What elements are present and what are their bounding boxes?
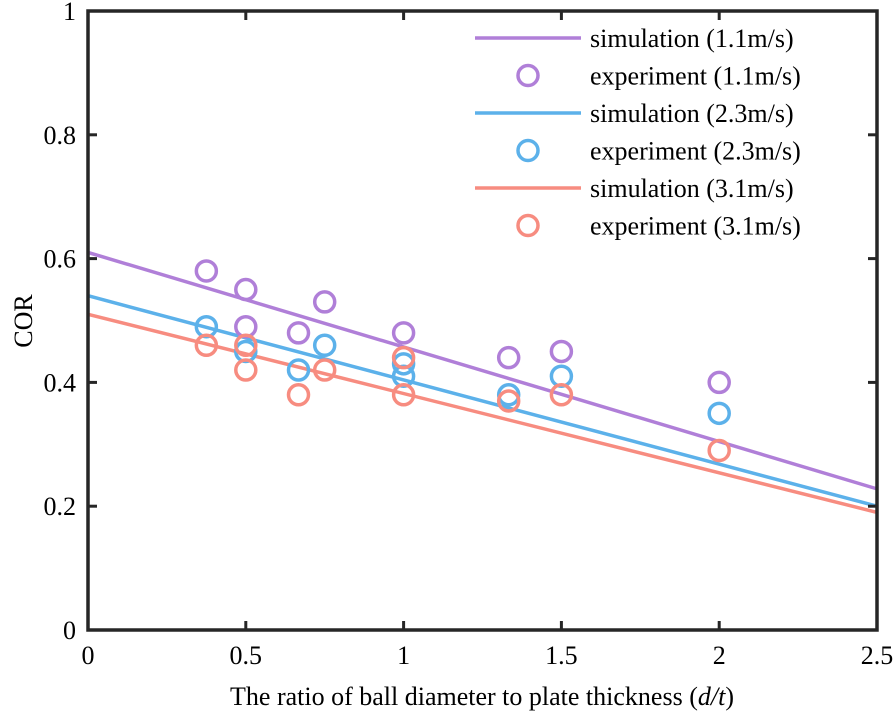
data-point xyxy=(391,383,416,407)
legend-entry-label: simulation (1.1m/s) xyxy=(590,24,794,53)
legend: simulation (1.1m/s) experiment (1.1m/s) si… xyxy=(475,24,801,241)
plot-area xyxy=(87,250,878,515)
y-axis-label: COR xyxy=(9,294,38,348)
y-tick-label: 0.2 xyxy=(44,492,77,521)
x-axis-label-main: The ratio of ball diameter to plate thic… xyxy=(230,682,698,711)
data-point xyxy=(286,358,311,382)
y-tick-label: 0.4 xyxy=(44,368,77,397)
data-point xyxy=(549,339,574,364)
data-point xyxy=(707,401,731,426)
legend-entry-label: experiment (1.1m/s) xyxy=(590,62,801,91)
axes-box xyxy=(86,9,879,632)
data-point xyxy=(312,358,337,382)
y-tick-label: 0 xyxy=(63,616,76,645)
x-axis-label-end: ) xyxy=(725,682,734,711)
x-tick-label: 0 xyxy=(82,641,95,670)
axes: 0 0.5 1 1.5 2 2.5 0 0.2 0.4 0.6 0.8 1 xyxy=(44,0,894,670)
data-point xyxy=(496,345,521,370)
data-point xyxy=(312,333,337,358)
y-tick-label: 0.6 xyxy=(44,245,77,274)
data-point xyxy=(234,277,258,302)
series-line-4 xyxy=(87,312,878,515)
series-line-0 xyxy=(87,250,878,491)
data-point xyxy=(496,389,521,413)
data-point xyxy=(391,345,416,370)
legend-entry-label: experiment (2.3m/s) xyxy=(590,137,801,166)
x-tick-label: 2.5 xyxy=(861,641,894,670)
x-axis-label: The ratio of ball diameter to plate thic… xyxy=(230,682,734,711)
data-point xyxy=(496,383,521,407)
data-point xyxy=(312,290,337,314)
data-point xyxy=(391,321,416,345)
y-tick-label: 0.8 xyxy=(44,121,77,150)
x-axis-label-italic: d/t xyxy=(698,682,726,711)
legend-entry-label: experiment (3.1m/s) xyxy=(590,212,801,241)
series-line-2 xyxy=(87,294,878,508)
data-point xyxy=(194,333,219,358)
x-tick-label: 2 xyxy=(713,641,726,670)
data-point xyxy=(391,352,416,376)
legend-marker-swatch xyxy=(516,63,540,88)
data-point xyxy=(234,333,258,358)
legend-entry-label: simulation (3.1m/s) xyxy=(590,174,794,203)
data-point xyxy=(549,383,574,407)
data-point xyxy=(234,358,258,382)
x-tick-label: 1 xyxy=(397,641,410,670)
data-point xyxy=(286,383,311,407)
x-tick-label: 1.5 xyxy=(545,641,578,670)
data-point xyxy=(194,259,219,283)
data-point xyxy=(286,321,311,345)
legend-marker-swatch xyxy=(516,213,540,238)
y-tick-label: 1 xyxy=(63,0,76,26)
data-point xyxy=(707,438,731,463)
legend-marker-swatch xyxy=(516,138,540,163)
data-point xyxy=(707,370,731,395)
legend-entry-label: simulation (2.3m/s) xyxy=(590,99,794,128)
x-tick-label: 0.5 xyxy=(230,641,263,670)
